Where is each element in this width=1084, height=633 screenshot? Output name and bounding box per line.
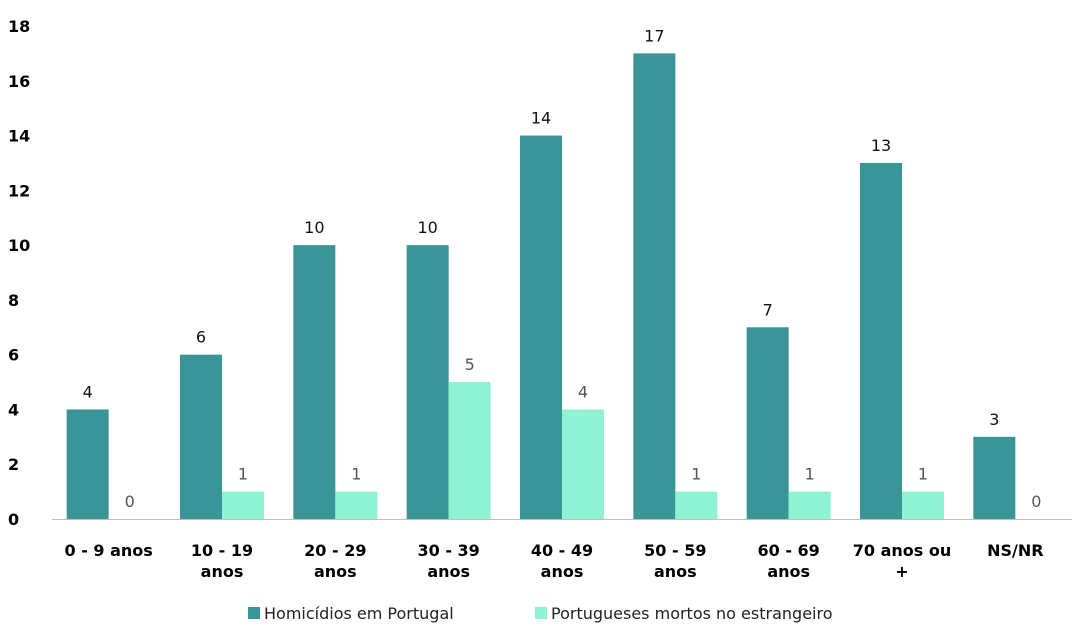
data-label: 5 xyxy=(465,355,475,374)
data-label: 0 xyxy=(125,492,135,511)
x-tick-label: 30 - 39 anos xyxy=(418,541,480,581)
legend-swatch xyxy=(535,607,547,619)
data-label: 14 xyxy=(531,109,551,128)
legend: Homicídios em Portugal Portugueses mortos… xyxy=(248,604,833,623)
bar xyxy=(180,354,222,519)
legend-item: Homicídios em Portugal xyxy=(248,604,454,623)
y-axis: 0 2 4 6 8 10 12 14 16 18 xyxy=(8,17,30,529)
x-tick-label: 50 - 59 anos xyxy=(644,541,706,581)
legend-label: Homicídios em Portugal xyxy=(264,604,454,623)
y-tick-label: 10 xyxy=(8,236,30,255)
data-label: 1 xyxy=(351,465,361,484)
bar xyxy=(633,53,676,520)
legend-item: Portugueses mortos no estrangeiro xyxy=(535,604,833,623)
bar xyxy=(746,327,789,519)
data-label: 1 xyxy=(691,465,701,484)
bar xyxy=(448,382,491,519)
data-label: 7 xyxy=(763,300,773,319)
data-label: 0 xyxy=(1031,492,1041,511)
bar xyxy=(335,491,378,519)
y-tick-label: 6 xyxy=(8,346,19,365)
data-label: 17 xyxy=(644,26,664,45)
data-label: 3 xyxy=(989,410,999,429)
data-label: 1 xyxy=(238,465,248,484)
bar xyxy=(562,409,604,519)
x-tick-label: 60 - 69 anos xyxy=(758,541,820,581)
bars xyxy=(66,53,1016,520)
y-tick-label: 8 xyxy=(8,291,19,310)
bar xyxy=(520,135,562,520)
bar xyxy=(406,245,449,519)
y-tick-label: 4 xyxy=(8,400,19,419)
data-label: 13 xyxy=(871,136,891,155)
bar xyxy=(675,491,718,519)
y-tick-label: 18 xyxy=(8,17,30,36)
x-tick-label: 10 - 19 anos xyxy=(191,541,253,581)
x-tick-label: 40 - 49 anos xyxy=(531,541,593,581)
legend-label: Portugueses mortos no estrangeiro xyxy=(551,604,833,623)
bar xyxy=(902,491,944,519)
bar xyxy=(66,409,109,519)
bar xyxy=(222,491,264,519)
data-label: 4 xyxy=(578,382,588,401)
bar xyxy=(293,245,336,519)
data-label: 6 xyxy=(196,328,206,347)
y-tick-label: 2 xyxy=(8,455,19,474)
x-tick-label: 20 - 29 anos xyxy=(304,541,366,581)
bar xyxy=(973,436,1016,519)
y-tick-label: 16 xyxy=(8,72,30,91)
bar xyxy=(788,491,831,519)
y-tick-label: 14 xyxy=(8,127,30,146)
data-label: 10 xyxy=(417,218,437,237)
legend-swatch xyxy=(248,607,260,619)
y-tick-label: 12 xyxy=(8,181,30,200)
y-tick-label: 0 xyxy=(8,510,19,529)
data-label: 1 xyxy=(805,465,815,484)
x-tick-label: NS/NR xyxy=(987,541,1043,560)
data-label: 1 xyxy=(918,465,928,484)
bar xyxy=(860,162,902,519)
x-tick-label: 0 - 9 anos xyxy=(65,541,153,560)
x-axis: 0 - 9 anos 10 - 19 anos 20 - 29 anos 30 - 39 a… xyxy=(65,541,1044,581)
data-label: 10 xyxy=(304,218,324,237)
data-label: 4 xyxy=(83,382,93,401)
x-tick-label: 70 anos ou + xyxy=(853,541,952,581)
